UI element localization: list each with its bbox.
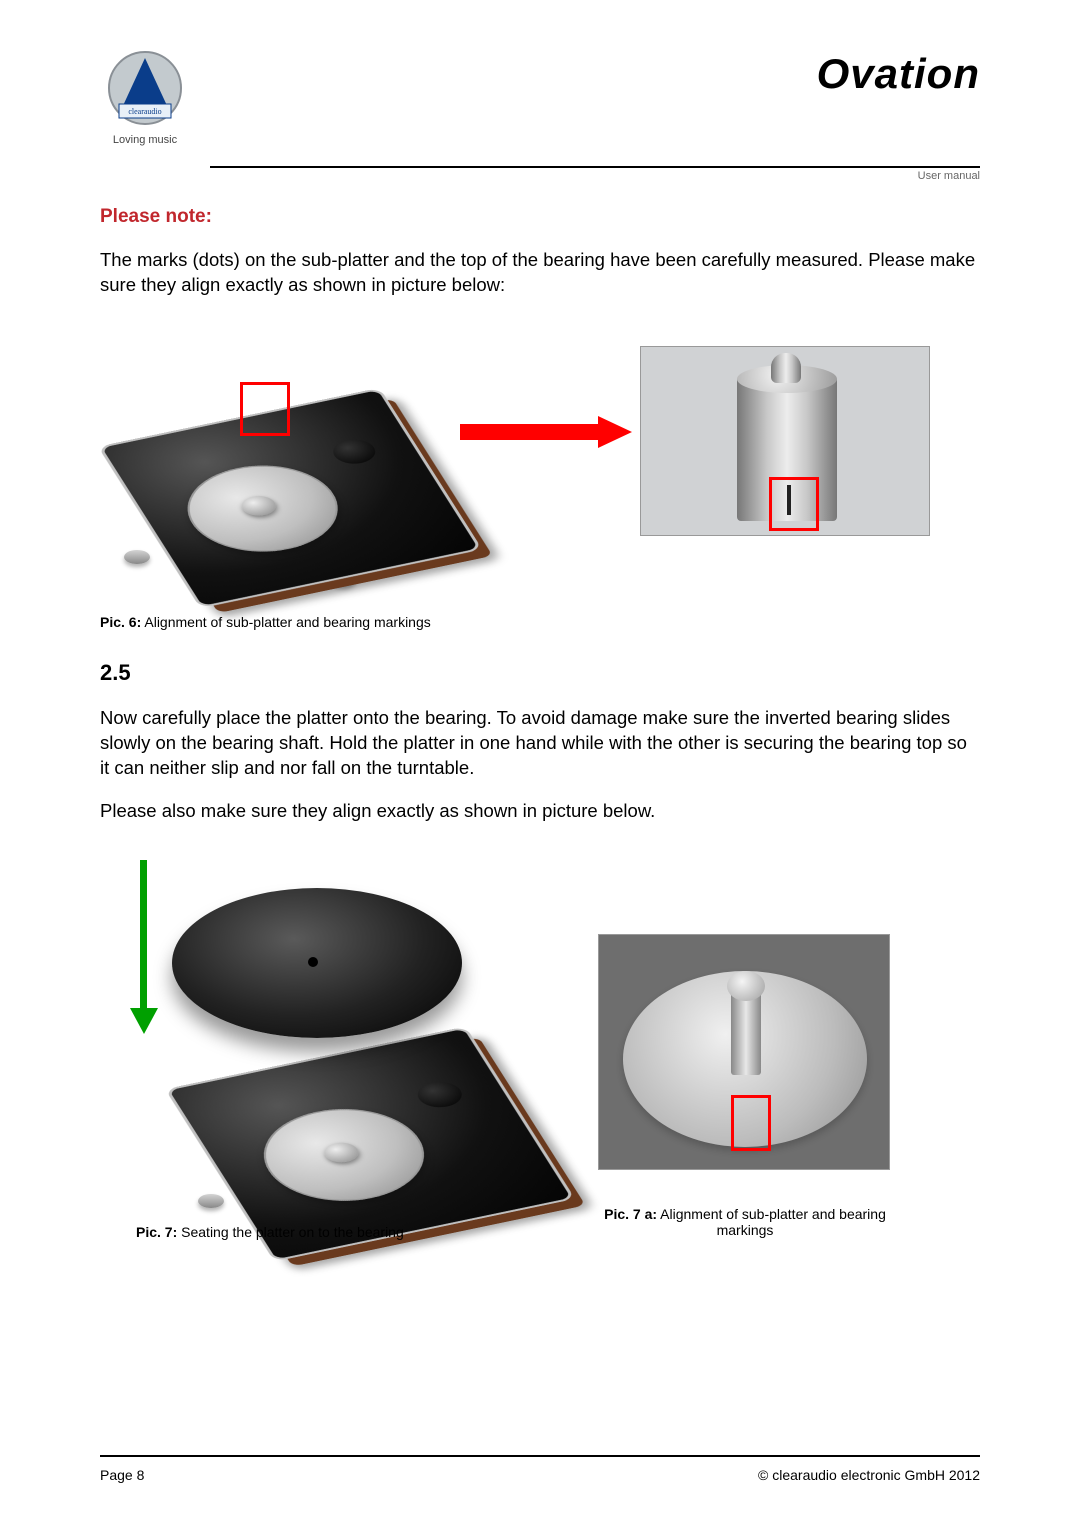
- section-2-5-paragraph-1: Now carefully place the platter onto the…: [100, 706, 980, 781]
- footer-copyright: © clearaudio electronic GmbH 2012: [758, 1467, 980, 1483]
- figure-7a-caption-label: Pic. 7 a:: [604, 1206, 657, 1222]
- figure-7-block: Pic. 7: Seating the platter on to the be…: [100, 854, 980, 1244]
- header-rule: [210, 166, 980, 168]
- figure-7a-caption: Pic. 7 a: Alignment of sub-platter and b…: [580, 1206, 910, 1238]
- logo-block: clearaudio Loving music: [100, 50, 190, 146]
- brand-title: Ovation: [817, 50, 980, 98]
- clearaudio-logo-icon: clearaudio: [105, 50, 185, 130]
- figure-7a-caption-text: Alignment of sub-platter and bearing mar…: [657, 1206, 886, 1238]
- figure-7a-detail-panel: [598, 934, 890, 1170]
- footer-rule: [100, 1455, 980, 1457]
- figure-6-block: [100, 328, 980, 608]
- brand-block: Ovation: [817, 50, 980, 98]
- figure-6-detail-highlight-box: [769, 477, 819, 531]
- figure-6-caption: Pic. 6: Alignment of sub-platter and bea…: [100, 614, 980, 630]
- figure-7-turntable: [140, 884, 540, 1224]
- figure-7-caption-label: Pic. 7:: [136, 1224, 177, 1240]
- figure-7-caption-text: Seating the platter on to the bearing: [177, 1224, 404, 1240]
- figure-6-arrow: [460, 424, 600, 440]
- figure-6-caption-label: Pic. 6:: [100, 614, 141, 630]
- note-paragraph: The marks (dots) on the sub-platter and …: [100, 248, 980, 298]
- figure-6-highlight-box: [240, 382, 290, 436]
- header-subtitle: User manual: [100, 170, 980, 182]
- figure-6-detail-panel: [640, 346, 930, 536]
- please-note-heading: Please note:: [100, 206, 980, 228]
- svg-text:clearaudio: clearaudio: [128, 107, 161, 116]
- section-2-5-heading: 2.5: [100, 660, 980, 686]
- page-header: clearaudio Loving music Ovation: [100, 50, 980, 146]
- figure-6-arrow-head: [598, 416, 632, 448]
- footer-page-number: Page 8: [100, 1467, 144, 1483]
- figure-6-turntable: [100, 338, 460, 578]
- page-footer: Page 8 © clearaudio electronic GmbH 2012: [100, 1455, 980, 1483]
- logo-tagline: Loving music: [100, 134, 190, 146]
- figure-7-caption: Pic. 7: Seating the platter on to the be…: [136, 1224, 404, 1240]
- figure-6-caption-text: Alignment of sub-platter and bearing mar…: [141, 614, 431, 630]
- figure-7a-highlight-box: [731, 1095, 771, 1151]
- section-2-5-paragraph-2: Please also make sure they align exactly…: [100, 799, 980, 824]
